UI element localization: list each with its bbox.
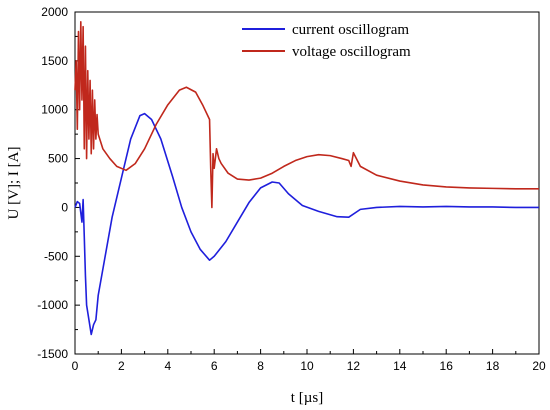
y-tick-label: -1000 xyxy=(37,298,68,312)
x-axis-title: t [µs] xyxy=(291,390,323,406)
x-tick-label: 10 xyxy=(300,359,314,373)
legend-label-voltage: voltage oscillogram xyxy=(292,44,411,60)
x-axis-ticks: 0 2 4 6 8 10 12 14 16 18 20 xyxy=(72,349,546,373)
y-axis-ticks: -1500 -1000 -500 0 500 1000 1500 2000 xyxy=(37,5,80,361)
y-tick-label: 0 xyxy=(61,200,68,214)
y-tick-label: 2000 xyxy=(41,5,68,19)
series-layer xyxy=(74,20,539,336)
y-axis-title: U [V]; I [A] xyxy=(6,147,22,220)
x-tick-label: 20 xyxy=(532,359,546,373)
x-tick-label: 4 xyxy=(164,359,171,373)
y-tick-label: 1500 xyxy=(41,54,68,68)
x-tick-label: 6 xyxy=(211,359,218,373)
x-tick-label: 0 xyxy=(72,359,79,373)
y-tick-label: 500 xyxy=(48,152,68,166)
y-tick-label: -1500 xyxy=(37,347,68,361)
x-tick-label: 8 xyxy=(257,359,264,373)
x-tick-label: 14 xyxy=(393,359,407,373)
y-tick-label: -500 xyxy=(44,249,68,263)
legend-label-current: current oscillogram xyxy=(292,22,409,38)
legend: current oscillogram voltage oscillogram xyxy=(242,22,411,60)
x-tick-label: 2 xyxy=(118,359,125,373)
plot-frame xyxy=(74,11,540,355)
voltage-oscillogram-line xyxy=(74,20,539,209)
x-tick-label: 18 xyxy=(486,359,500,373)
x-tick-label: 16 xyxy=(440,359,454,373)
y-tick-label: 1000 xyxy=(41,103,68,117)
x-tick-label: 12 xyxy=(347,359,361,373)
current-oscillogram-line xyxy=(74,112,539,336)
